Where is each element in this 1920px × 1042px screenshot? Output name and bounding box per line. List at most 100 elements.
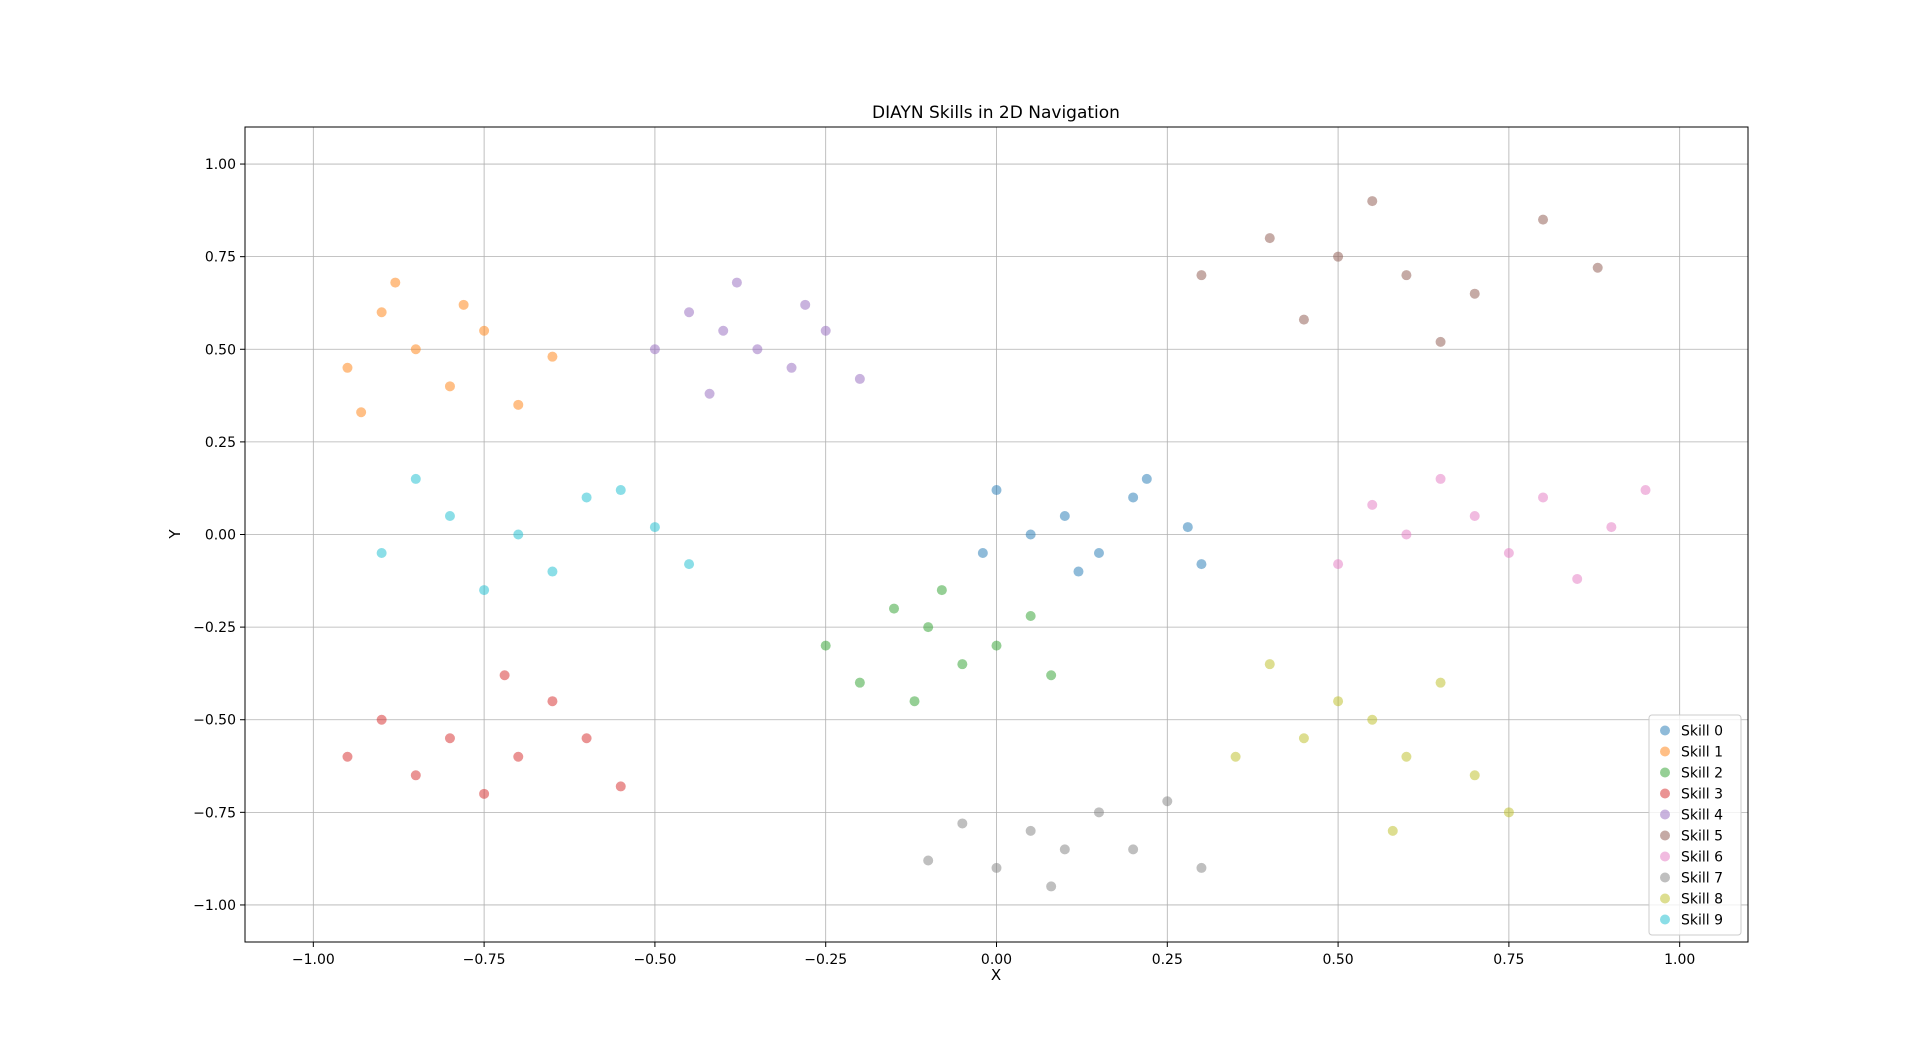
legend-label: Skill 7: [1681, 871, 1723, 887]
y-tick-label: −1.00: [193, 898, 236, 914]
data-point-skill-2: [1025, 611, 1036, 621]
x-tick-label: 0.25: [1152, 952, 1183, 968]
data-point-skill-0: [1025, 529, 1036, 540]
x-tick-label: 0.50: [1323, 952, 1354, 968]
data-point-skill-9: [684, 559, 695, 570]
y-tick-label: 0.00: [205, 528, 236, 544]
data-point-skill-8: [1401, 751, 1412, 762]
data-point-skill-0: [1141, 473, 1152, 484]
data-point-skill-7: [1046, 881, 1057, 892]
legend-label: Skill 8: [1681, 892, 1723, 908]
data-point-skill-0: [1059, 510, 1070, 521]
y-axis-label: Y: [166, 529, 184, 540]
data-point-skill-2: [936, 585, 947, 596]
data-point-skill-5: [1469, 288, 1480, 299]
data-point-skill-5: [1298, 314, 1309, 325]
data-point-skill-6: [1606, 522, 1617, 533]
data-point-skill-5: [1401, 270, 1412, 281]
data-point-skill-4: [731, 277, 742, 288]
x-tick-label: 1.00: [1664, 952, 1695, 968]
data-point-skill-0: [1093, 548, 1104, 559]
data-point-skill-8: [1503, 807, 1514, 818]
scatter-points: [342, 196, 1651, 892]
data-point-skill-6: [1572, 573, 1583, 584]
data-point-skill-5: [1592, 262, 1603, 273]
data-point-skill-7: [1093, 807, 1104, 818]
data-point-skill-7: [1025, 825, 1036, 836]
legend-label: Skill 4: [1681, 808, 1723, 824]
legend-label: Skill 9: [1681, 913, 1723, 929]
legend-label: Skill 2: [1681, 766, 1723, 782]
data-point-skill-1: [513, 399, 524, 410]
x-tick-label: −0.25: [804, 952, 847, 968]
chart-title: DIAYN Skills in 2D Navigation: [872, 103, 1120, 123]
data-point-skill-3: [547, 696, 558, 707]
data-point-skill-9: [581, 492, 592, 503]
legend-box: [1648, 714, 1742, 936]
grid-lines: [245, 127, 1748, 942]
series-skill-3: [342, 670, 626, 799]
data-point-skill-6: [1367, 499, 1378, 510]
data-point-skill-9: [513, 529, 524, 540]
legend-label: Skill 0: [1681, 724, 1723, 740]
data-point-skill-9: [649, 522, 660, 533]
series-skill-6: [1333, 473, 1651, 584]
x-axis-label: X: [991, 966, 1001, 984]
data-point-skill-6: [1469, 510, 1480, 521]
series-skill-9: [376, 473, 695, 596]
series-skill-5: [1196, 196, 1603, 347]
x-tick-label: −1.00: [292, 952, 335, 968]
data-point-skill-4: [752, 344, 763, 355]
data-point-skill-6: [1640, 485, 1651, 496]
data-point-skill-6: [1401, 529, 1412, 540]
data-point-skill-1: [342, 362, 353, 373]
series-skill-1: [342, 277, 558, 418]
data-point-skill-2: [1046, 670, 1057, 681]
legend-label: Skill 3: [1681, 787, 1723, 803]
data-point-skill-1: [390, 277, 401, 288]
data-point-skill-0: [977, 548, 988, 559]
data-point-skill-8: [1469, 770, 1480, 781]
data-point-skill-3: [479, 788, 490, 799]
data-point-skill-2: [923, 622, 934, 633]
data-point-skill-8: [1264, 659, 1275, 670]
data-point-skill-4: [786, 362, 797, 373]
legend-marker: [1660, 746, 1670, 757]
data-point-skill-3: [444, 733, 455, 744]
legend-marker: [1660, 725, 1670, 736]
data-point-skill-8: [1333, 696, 1344, 707]
data-point-skill-2: [991, 640, 1002, 651]
data-point-skill-7: [1196, 862, 1207, 873]
data-point-skill-3: [410, 770, 421, 781]
data-point-skill-5: [1264, 233, 1275, 244]
x-tick-label: −0.75: [463, 952, 506, 968]
series-skill-4: [649, 277, 865, 399]
data-point-skill-6: [1333, 559, 1344, 570]
data-point-skill-4: [820, 325, 831, 336]
data-point-skill-5: [1333, 251, 1344, 262]
data-point-skill-8: [1387, 825, 1398, 836]
legend-marker: [1660, 914, 1670, 925]
legend-marker: [1660, 851, 1670, 862]
series-skill-7: [923, 796, 1207, 892]
data-point-skill-0: [1182, 522, 1193, 533]
data-point-skill-4: [718, 325, 729, 336]
data-point-skill-7: [991, 862, 1002, 873]
data-point-skill-3: [615, 781, 626, 792]
data-point-skill-4: [854, 373, 865, 384]
data-point-skill-2: [909, 696, 920, 707]
series-skill-0: [977, 473, 1207, 577]
data-point-skill-0: [1073, 566, 1084, 577]
data-point-skill-7: [1128, 844, 1139, 855]
data-point-skill-9: [479, 585, 490, 596]
data-point-skill-3: [376, 714, 387, 725]
data-point-skill-6: [1503, 548, 1514, 559]
data-point-skill-2: [957, 659, 968, 670]
y-axis-ticks: −1.00 −0.75 −0.50 −0.25 0.00 0.25 0.50 0.75 1.00: [193, 157, 245, 914]
data-point-skill-5: [1538, 214, 1549, 225]
data-point-skill-9: [376, 548, 387, 559]
y-tick-label: −0.50: [193, 713, 236, 729]
data-point-skill-1: [356, 407, 367, 418]
data-point-skill-0: [1128, 492, 1139, 503]
